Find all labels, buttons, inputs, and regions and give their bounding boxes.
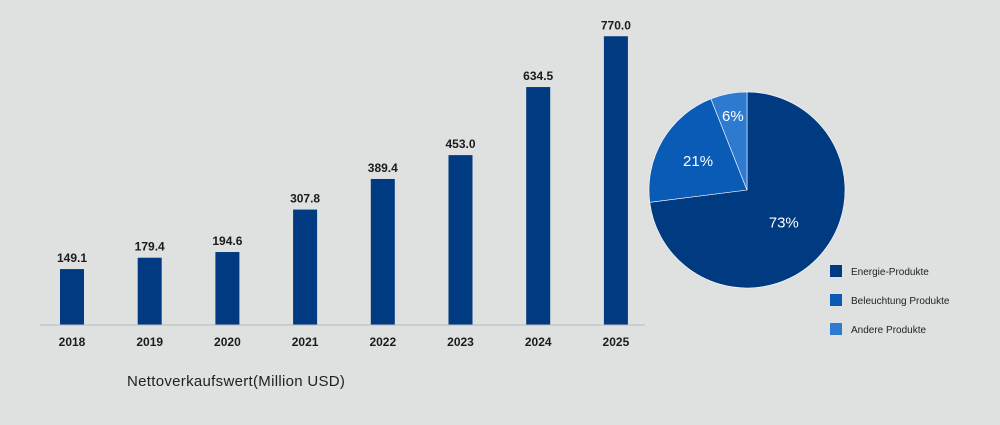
pie-slice-3 bbox=[710, 91, 748, 191]
x-tick-label: 2024 bbox=[525, 335, 552, 349]
bar-value-label: 770.0 bbox=[601, 18, 631, 32]
legend-swatch bbox=[830, 294, 842, 306]
x-tick-label: 2025 bbox=[603, 335, 630, 349]
bar-2021 bbox=[293, 209, 318, 325]
bar-value-label: 194.6 bbox=[212, 234, 242, 248]
x-tick-label: 2021 bbox=[292, 335, 319, 349]
bar-2024 bbox=[526, 87, 551, 325]
bar-2020 bbox=[215, 252, 240, 325]
x-tick-label: 2020 bbox=[214, 335, 241, 349]
bar-value-label: 389.4 bbox=[368, 161, 398, 175]
pie-legend: Energie-Produkte Beleuchtung Produkte Ande… bbox=[830, 265, 950, 336]
pie-slice-1 bbox=[649, 91, 846, 289]
bar-value-label: 179.4 bbox=[135, 240, 165, 254]
pie-value-label: 6% bbox=[722, 108, 744, 125]
legend-label: Beleuchtung Produkte bbox=[851, 296, 950, 307]
x-axis-title: Nettoverkaufswert(Million USD) bbox=[127, 373, 345, 390]
pie-slice-2 bbox=[648, 98, 748, 203]
bar-value-label: 634.5 bbox=[523, 69, 553, 83]
pie-value-label: 21% bbox=[683, 153, 713, 170]
x-tick-label: 2023 bbox=[447, 335, 474, 349]
bar-2019 bbox=[137, 257, 162, 325]
bar-value-label: 453.0 bbox=[445, 137, 475, 151]
legend-swatch bbox=[830, 265, 842, 277]
bar-2018 bbox=[60, 269, 84, 325]
bar-chart: 149.1 2018 179.4 2019 194.6 2020 307.8 2021 389.… bbox=[57, 18, 631, 349]
pie-value-label: 73% bbox=[769, 214, 799, 231]
bar-value-label: 149.1 bbox=[57, 251, 87, 265]
x-tick-label: 2019 bbox=[136, 335, 163, 349]
bar-value-label: 307.8 bbox=[290, 192, 320, 206]
legend-swatch bbox=[830, 323, 842, 335]
pie-chart: 73% 21% 6% bbox=[648, 91, 846, 289]
legend-label: Andere Produkte bbox=[851, 325, 926, 336]
bar-2025 bbox=[603, 36, 628, 325]
x-tick-label: 2018 bbox=[59, 335, 86, 349]
legend-label: Energie-Produkte bbox=[851, 267, 929, 278]
bar-2023 bbox=[448, 155, 473, 325]
bar-2022 bbox=[370, 178, 395, 325]
x-tick-label: 2022 bbox=[369, 335, 396, 349]
